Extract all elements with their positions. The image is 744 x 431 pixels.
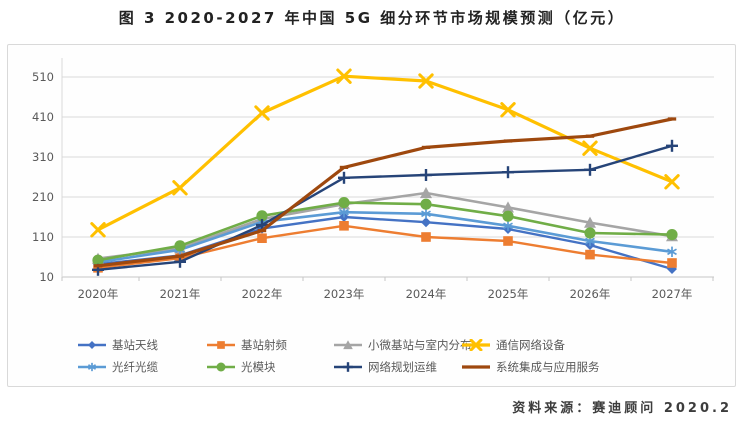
x-tick-label: 2021年 xyxy=(160,287,201,301)
series-3 xyxy=(90,68,680,238)
legend-item-0: 基站天线 xyxy=(77,337,158,353)
legend-label: 光纤光缆 xyxy=(112,360,158,374)
y-tick-label: 10 xyxy=(39,270,54,284)
legend-label: 光模块 xyxy=(241,360,276,374)
legend-label: 小微基站与室内分布 xyxy=(368,338,472,352)
series-line-5 xyxy=(96,201,674,262)
legend-label: 通信网络设备 xyxy=(496,338,565,352)
legend-item-1: 基站射频 xyxy=(206,337,287,353)
circle-marker-icon xyxy=(207,362,235,372)
legend-item-5: 光模块 xyxy=(206,359,276,375)
x-tick-label: 2023年 xyxy=(324,287,365,301)
y-tick-label: 510 xyxy=(32,70,54,84)
series-line-3 xyxy=(96,74,674,232)
legend-item-2: 小微基站与室内分布 xyxy=(333,337,472,353)
axes: 2020年 2021年 2022年 2023年 2024年 2025年 2026年 2027年 xyxy=(61,58,714,301)
x-tick-label: 2026年 xyxy=(570,287,611,301)
series-line-4 xyxy=(96,210,674,264)
diamond-marker-icon xyxy=(78,341,106,349)
legend-label: 网络规划运维 xyxy=(368,360,437,374)
x-tick-label: 2024年 xyxy=(406,287,447,301)
y-tick-label: 410 xyxy=(32,110,54,124)
series-line-2 xyxy=(96,191,674,260)
x-tick-label: 2022年 xyxy=(242,287,283,301)
x-marker-icon xyxy=(462,339,490,351)
dash-marker-icon xyxy=(462,365,490,369)
legend-item-7: 系统集成与应用服务 xyxy=(461,359,600,375)
asterisk-marker-icon xyxy=(78,362,106,372)
gridlines: 10 110 210 310 410 510 xyxy=(32,70,714,284)
y-tick-label: 110 xyxy=(32,230,54,244)
square-marker-icon xyxy=(207,341,235,349)
legend-label: 基站天线 xyxy=(112,338,158,352)
legend-item-4: 光纤光缆 xyxy=(77,359,158,375)
chart-title: 图 3 2020-2027 年中国 5G 细分环节市场规模预测（亿元） xyxy=(118,9,626,27)
source-note: 资料来源：赛迪顾问 2020.2 xyxy=(512,401,732,416)
y-tick-label: 210 xyxy=(32,190,54,204)
series-7 xyxy=(93,117,677,268)
triangle-marker-icon xyxy=(334,340,362,350)
y-tick-label: 310 xyxy=(32,150,54,164)
legend-label: 基站射频 xyxy=(241,338,287,352)
series-5 xyxy=(92,197,678,266)
series-line-7 xyxy=(96,117,674,268)
plus-marker-icon xyxy=(334,362,362,372)
legend-label: 系统集成与应用服务 xyxy=(496,360,600,374)
x-tick-label: 2025年 xyxy=(488,287,529,301)
legend-item-3: 通信网络设备 xyxy=(461,337,565,353)
x-tick-label: 2020年 xyxy=(78,287,119,301)
series-line-6 xyxy=(96,144,674,272)
x-tick-label: 2027年 xyxy=(652,287,693,301)
legend-item-6: 网络规划运维 xyxy=(333,359,437,375)
series-6 xyxy=(92,139,678,276)
